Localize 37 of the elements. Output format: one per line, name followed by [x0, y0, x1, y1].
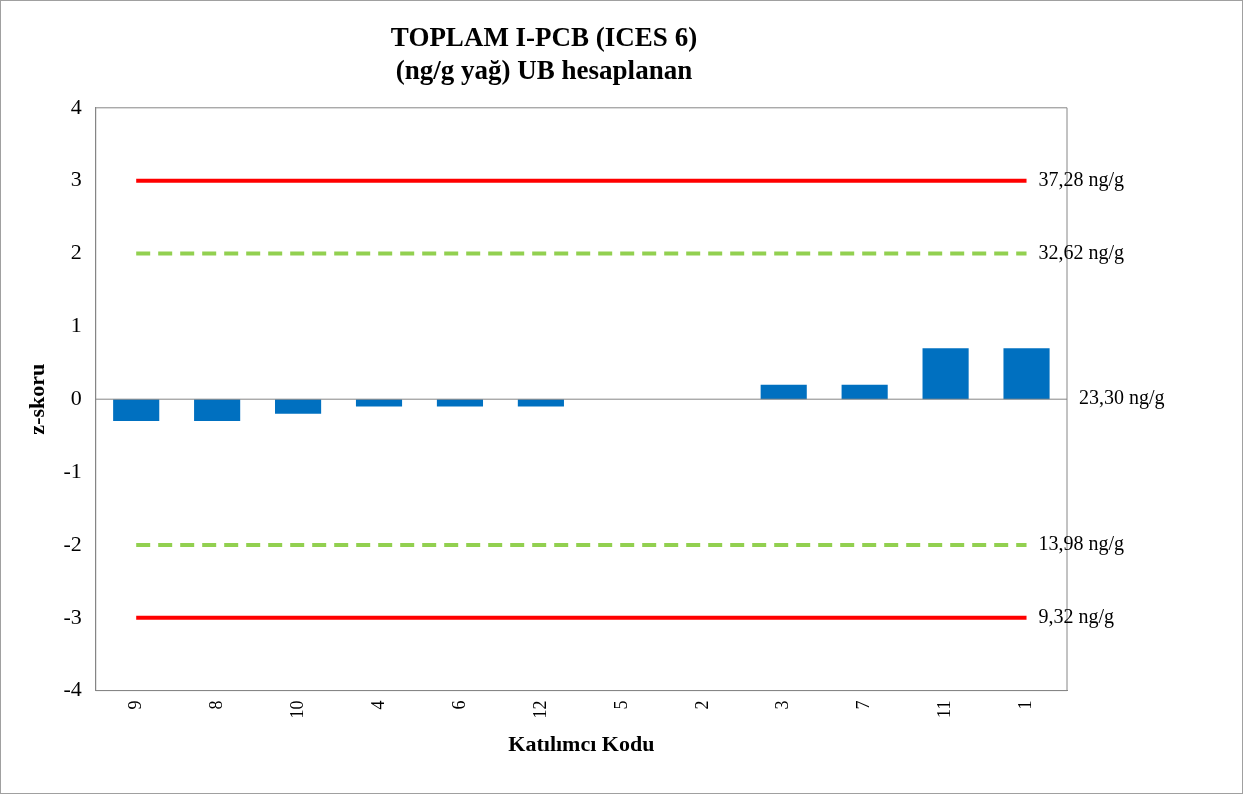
- bar: [194, 399, 241, 422]
- x-tick-label: 9: [124, 700, 145, 710]
- x-axis-title: Katılımcı Kodu: [508, 731, 655, 757]
- ref-line-label: 23,30 ng/g: [1079, 386, 1165, 410]
- x-tick-label: 11: [934, 700, 955, 718]
- y-tick-label: 0: [70, 384, 82, 410]
- x-tick-label: 6: [448, 700, 469, 710]
- y-tick-label: 2: [70, 239, 82, 265]
- y-tick-label: -1: [63, 457, 82, 483]
- x-tick-label: 7: [853, 700, 874, 710]
- bar: [275, 399, 322, 414]
- bar: [113, 399, 160, 422]
- x-tick-label: 4: [367, 700, 388, 710]
- bar: [1003, 348, 1050, 400]
- y-tick-label: -3: [63, 603, 82, 629]
- y-tick-label: -2: [63, 530, 82, 556]
- x-tick-label: 8: [205, 700, 226, 710]
- x-tick-label: 1: [1015, 700, 1036, 710]
- x-tick-label: 12: [529, 700, 550, 719]
- y-tick-label: 1: [70, 312, 82, 338]
- y-axis-title: z-skoru: [23, 363, 49, 435]
- bar: [760, 384, 807, 400]
- y-tick-label: 4: [70, 93, 82, 119]
- y-tick-label: 3: [70, 166, 82, 192]
- x-tick-label: 2: [691, 700, 712, 710]
- ref-line-label: 13,98 ng/g: [1038, 532, 1125, 556]
- x-tick-label: 5: [610, 700, 631, 710]
- bar: [841, 384, 888, 400]
- y-tick-label: -4: [63, 676, 82, 702]
- ref-line-label: 9,32 ng/g: [1038, 605, 1115, 628]
- text: (ng/g yağ) UB hesaplanan: [395, 54, 693, 85]
- bar: [922, 348, 969, 400]
- x-tick-label: 10: [286, 700, 307, 719]
- ref-line-label: 37,28 ng/g: [1038, 167, 1125, 191]
- x-tick-label: 3: [772, 700, 793, 710]
- ref-line-label: 32,62 ng/g: [1038, 240, 1125, 264]
- text: TOPLAM I-PCB (ICES 6): [390, 22, 698, 53]
